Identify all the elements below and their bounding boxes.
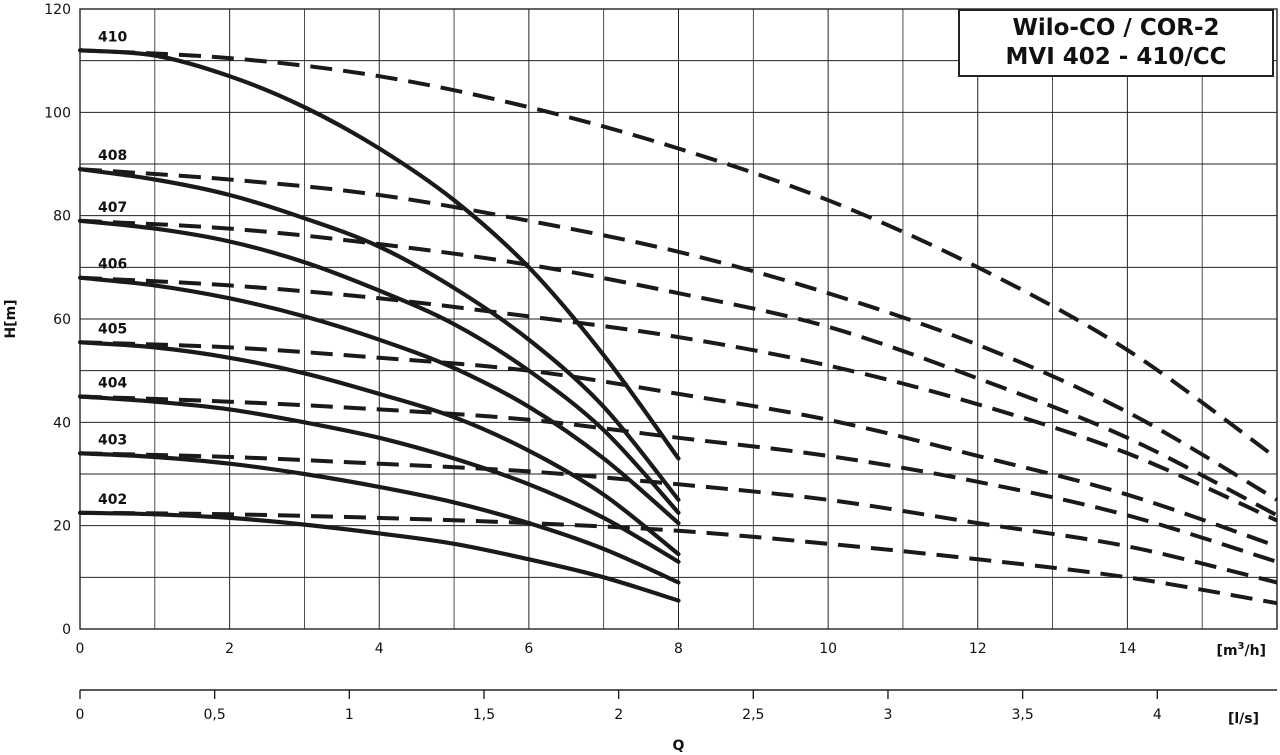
series-402 xyxy=(77,510,1278,606)
curve-solid-402 xyxy=(77,510,681,603)
secondary-x-tick-label: 0,5 xyxy=(204,707,226,723)
x-tick-label: 12 xyxy=(969,641,987,657)
y-tick-label: 20 xyxy=(53,519,71,535)
curve-dashed-407 xyxy=(79,218,1278,518)
series-label-410: 410 xyxy=(98,29,127,45)
secondary-x-tick-label: 3 xyxy=(884,707,893,723)
series-408 xyxy=(77,167,1279,502)
curve-solid-406 xyxy=(77,275,681,526)
x-tick-label: 14 xyxy=(1118,641,1136,657)
curve-solid-407 xyxy=(77,218,681,515)
series-label-408: 408 xyxy=(98,148,127,164)
curve-dashed-406 xyxy=(79,275,1278,523)
secondary-x-tick-label: 0 xyxy=(76,707,85,723)
secondary-x-tick-label: 2,5 xyxy=(742,707,764,723)
curve-dashed-402 xyxy=(79,510,1278,606)
y-tick-label: 80 xyxy=(53,209,71,225)
chart-title-line-2: MVI 402 - 410/CC xyxy=(1005,44,1227,70)
series-405 xyxy=(77,340,1278,557)
y-tick-label: 40 xyxy=(53,415,71,431)
x-axis-title: Q xyxy=(673,738,685,754)
curve-dashed-408 xyxy=(79,167,1279,502)
x-tick-label: 2 xyxy=(225,641,234,657)
curve-solid-403 xyxy=(77,451,681,585)
curve-dashed-403 xyxy=(79,451,1278,585)
curve-solid-408 xyxy=(77,167,681,502)
x-tick-label: 8 xyxy=(674,641,683,657)
y-tick-label: 0 xyxy=(62,622,71,638)
secondary-x-tick-label: 1,5 xyxy=(473,707,495,723)
series-410 xyxy=(77,48,1279,461)
y-tick-label: 60 xyxy=(53,312,71,328)
x-tick-label: 10 xyxy=(819,641,837,657)
chart-title-line-1: Wilo-CO / COR-2 xyxy=(1012,15,1220,41)
secondary-x-tick-label: 3,5 xyxy=(1012,707,1034,723)
curve-solid-410 xyxy=(77,48,681,461)
chart-title-box: Wilo-CO / COR-2 MVI 402 - 410/CC xyxy=(958,9,1274,77)
y-tick-label: 120 xyxy=(44,2,71,18)
x-tick-label: 0 xyxy=(76,641,85,657)
series-407 xyxy=(77,218,1278,518)
x-unit-primary: [m3/h] xyxy=(1217,641,1266,659)
curve-solid-405 xyxy=(77,340,681,557)
series-404 xyxy=(77,394,1278,564)
y-axis-title: H[m] xyxy=(3,299,19,338)
series-label-407: 407 xyxy=(98,200,127,216)
curve-solid-404 xyxy=(77,394,681,564)
secondary-x-tick-label: 4 xyxy=(1153,707,1162,723)
x-tick-label: 4 xyxy=(375,641,384,657)
curve-dashed-405 xyxy=(79,340,1278,549)
tick-labels: 0 20 40 60 80 100 120 0 2 4 6 8 10 12 14 [m3/h] 0 0,5 1 1,5… xyxy=(3,2,1277,754)
secondary-x-tick-label: 2 xyxy=(614,707,623,723)
x-tick-label: 6 xyxy=(524,641,533,657)
series-label-405: 405 xyxy=(98,321,127,337)
curve-dashed-410 xyxy=(79,48,1279,461)
curve-dashed-404 xyxy=(79,394,1278,564)
series-label-404: 404 xyxy=(98,376,127,392)
series-406 xyxy=(77,275,1278,526)
grid-lines xyxy=(79,8,1278,630)
y-tick-label: 100 xyxy=(44,105,71,121)
series-label-406: 406 xyxy=(98,257,127,273)
secondary-x-tick-label: 1 xyxy=(345,707,354,723)
x-unit-secondary: [l/s] xyxy=(1228,711,1259,727)
series-label-403: 403 xyxy=(98,432,127,448)
series-label-402: 402 xyxy=(98,492,127,508)
plot-frame xyxy=(79,8,1278,630)
series-403 xyxy=(77,451,1278,585)
series-curves xyxy=(77,48,1279,606)
